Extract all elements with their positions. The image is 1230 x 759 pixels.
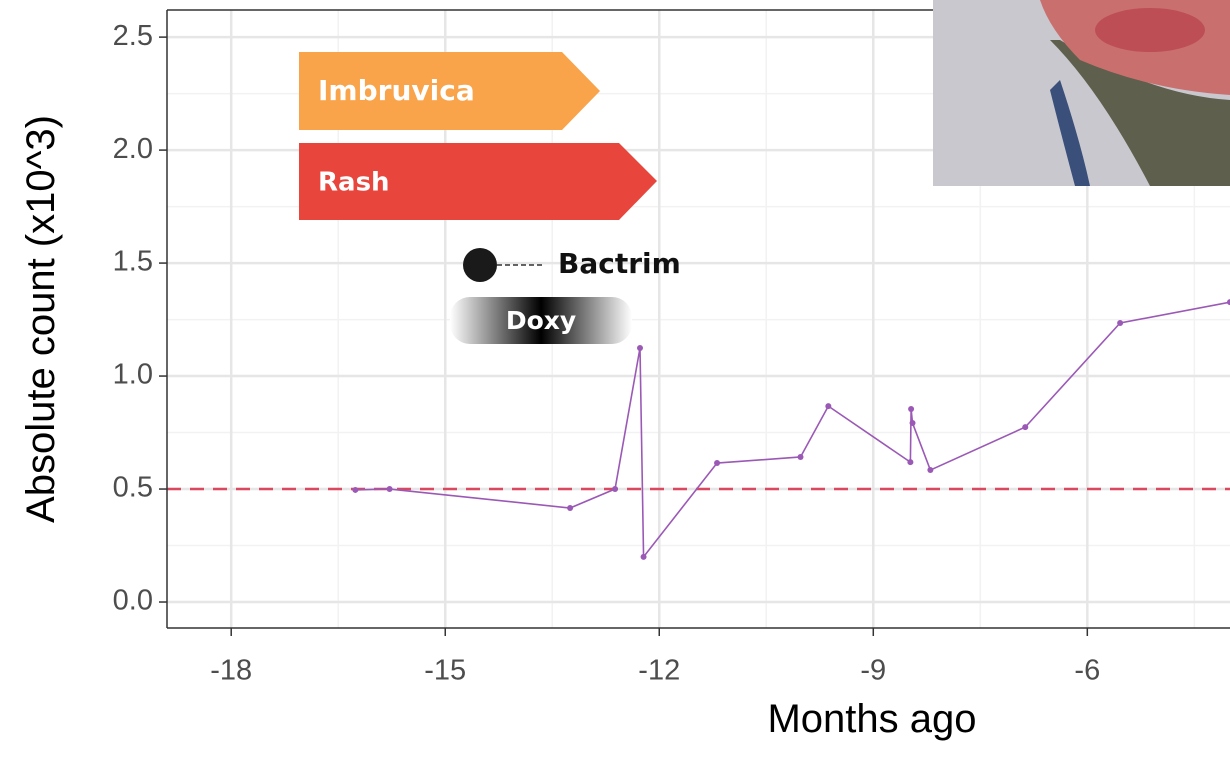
bactrim-dot [463, 248, 497, 282]
data-point [386, 486, 393, 493]
data-point [1227, 299, 1230, 306]
data-point [797, 453, 804, 460]
photo [933, 0, 1230, 186]
data-point [909, 420, 916, 427]
data-point [714, 460, 721, 467]
data-point [907, 459, 914, 466]
data-point [612, 486, 619, 493]
x-tick-label: -18 [210, 655, 252, 687]
x-tick-label: -12 [638, 655, 680, 687]
data-point [636, 345, 643, 352]
data-point [908, 406, 915, 413]
annotation-label: Rash [318, 168, 390, 198]
x-tick-label: -6 [1074, 655, 1100, 687]
data-point [825, 403, 832, 410]
y-axis-title: Absolute count (x10^3) [19, 115, 63, 523]
data-point [1117, 319, 1124, 326]
doxy-bar [450, 297, 632, 344]
y-tick-label: 2.0 [113, 133, 153, 165]
x-axis-title: Months ago [767, 697, 976, 741]
data-point [567, 505, 574, 512]
x-tick-label: -9 [860, 655, 886, 687]
imbruvica-arrow [299, 52, 600, 130]
annotations: Imbruvica Rash Bactrim Doxy [299, 52, 681, 344]
data-line [355, 301, 1230, 560]
data-point [640, 553, 647, 560]
data-point [1022, 424, 1029, 431]
plot [167, 299, 1230, 560]
y-tick-label: 0.0 [113, 585, 153, 617]
y-tick-label: 2.5 [113, 20, 153, 52]
annotation-label: Bactrim [558, 247, 681, 280]
photo-rash [1095, 8, 1205, 52]
y-tick-label: 1.0 [113, 359, 153, 391]
photo-jeans [1050, 80, 1090, 186]
annotation-label: Doxy [506, 306, 576, 335]
annotation-label: Imbruvica [318, 74, 475, 107]
data-point [352, 486, 359, 493]
rash-arrow [299, 143, 657, 220]
x-tick-label: -15 [424, 655, 466, 687]
ticks: 0.0 0.5 1.0 1.5 2.0 2.5 -18 -15 -12 -9 -6 [113, 20, 1101, 687]
photo-shirt [1050, 40, 1230, 186]
y-tick-label: 0.5 [113, 472, 153, 504]
y-tick-label: 1.5 [113, 246, 153, 278]
data-point [927, 467, 934, 474]
